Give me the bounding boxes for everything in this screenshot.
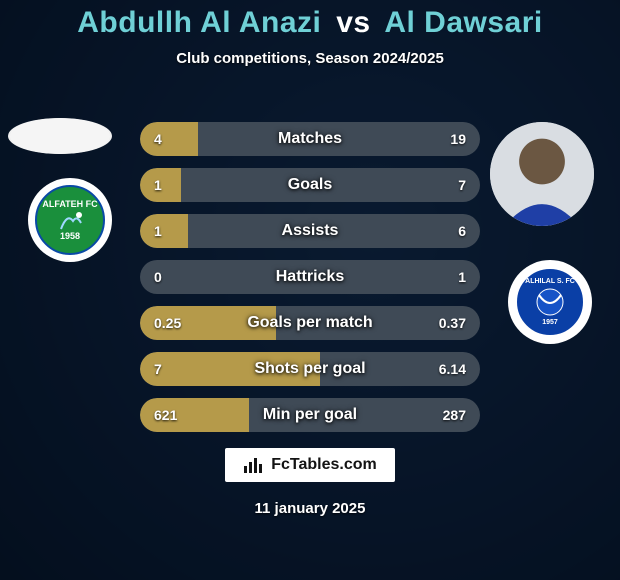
stat-label: Assists bbox=[140, 214, 480, 248]
title-player2: Al Dawsari bbox=[384, 6, 542, 39]
stats-table: 419Matches 17Goals 16Assists 01Hattricks 0.2… bbox=[140, 122, 480, 444]
stat-label: Goals bbox=[140, 168, 480, 202]
page-title: Abdullh Al Anazi vs Al Dawsari bbox=[0, 0, 620, 40]
stat-label: Matches bbox=[140, 122, 480, 156]
stat-label: Goals per match bbox=[140, 306, 480, 340]
title-vs: vs bbox=[330, 6, 376, 39]
content: Abdullh Al Anazi vs Al Dawsari Club comp… bbox=[0, 0, 620, 580]
club-label: ALFATEH FC bbox=[42, 199, 97, 209]
stat-label: Hattricks bbox=[140, 260, 480, 294]
player1-club-badge: ALFATEH FC 1958 bbox=[28, 178, 112, 262]
avatar-placeholder-icon bbox=[490, 122, 594, 226]
club-logo-icon bbox=[533, 285, 567, 319]
stat-row: 17Goals bbox=[140, 168, 480, 202]
avatar-placeholder-icon bbox=[8, 118, 112, 154]
footer: FcTables.com 11 january 2025 bbox=[0, 448, 620, 517]
stat-row: 0.250.37Goals per match bbox=[140, 306, 480, 340]
stat-label: Min per goal bbox=[140, 398, 480, 432]
fctables-logo: FcTables.com bbox=[225, 448, 395, 482]
subtitle: Club competitions, Season 2024/2025 bbox=[0, 50, 620, 67]
player1-avatar bbox=[8, 118, 112, 154]
stat-row: 621287Min per goal bbox=[140, 398, 480, 432]
stat-row: 76.14Shots per goal bbox=[140, 352, 480, 386]
stat-label: Shots per goal bbox=[140, 352, 480, 386]
stat-row: 419Matches bbox=[140, 122, 480, 156]
club-year: 1958 bbox=[60, 231, 80, 241]
club-label: ALHILAL S. FC bbox=[525, 278, 575, 285]
player2-avatar bbox=[490, 122, 594, 226]
player2-club-badge: ALHILAL S. FC 1957 bbox=[508, 260, 592, 344]
logo-text: FcTables.com bbox=[271, 456, 377, 474]
bars-icon bbox=[243, 456, 265, 474]
date: 11 january 2025 bbox=[0, 500, 620, 517]
club-logo-icon bbox=[55, 209, 85, 231]
club-badge-inner: ALHILAL S. FC 1957 bbox=[515, 267, 585, 337]
club-badge-inner: ALFATEH FC 1958 bbox=[35, 185, 105, 255]
club-year: 1957 bbox=[542, 319, 558, 326]
stat-row: 16Assists bbox=[140, 214, 480, 248]
title-player1: Abdullh Al Anazi bbox=[77, 6, 321, 39]
stat-row: 01Hattricks bbox=[140, 260, 480, 294]
